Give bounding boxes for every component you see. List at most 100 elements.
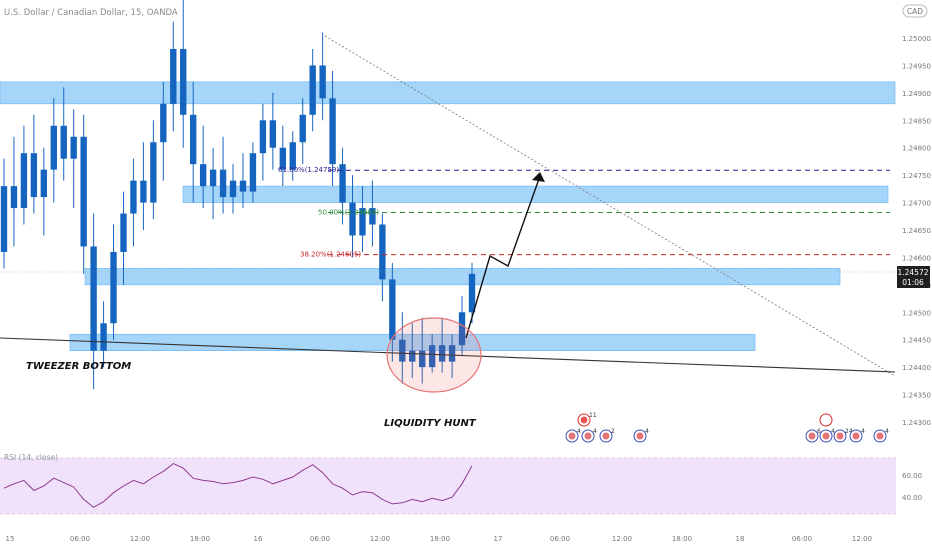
time-tick-14: 12:00 bbox=[852, 535, 872, 543]
rsi-axis: 60.00 40.00 bbox=[902, 472, 922, 502]
candles bbox=[0, 0, 476, 390]
time-tick-11: 18:00 bbox=[672, 535, 692, 543]
candle-body-35 bbox=[349, 202, 356, 236]
time-tick-5: 06:00 bbox=[310, 535, 330, 543]
event-count-4: 4 bbox=[645, 428, 649, 435]
price-tick-10: 1.24500 bbox=[902, 309, 931, 317]
candle-body-36 bbox=[359, 208, 366, 236]
time-axis[interactable]: 15 06:00 12:00 18:00 16 06:00 12:00 18:00 17 06:0… bbox=[6, 535, 873, 543]
arrow-head-icon bbox=[532, 172, 545, 182]
price-axis[interactable]: 1.25000 1.24950 1.24900 1.24850 1.24800 1.247… bbox=[902, 35, 931, 427]
last-price-value: 1.24572 bbox=[897, 268, 928, 277]
zone-1[interactable] bbox=[182, 185, 889, 203]
candle-body-16 bbox=[160, 103, 167, 143]
candle-body-0 bbox=[0, 186, 8, 252]
candle-body-41 bbox=[409, 350, 416, 362]
fib-label-0: 61.80%(1.24759) bbox=[278, 166, 339, 174]
candle-body-40 bbox=[399, 339, 406, 362]
time-tick-7: 18:00 bbox=[430, 535, 450, 543]
candle-body-8 bbox=[80, 136, 87, 247]
event-count-2: 4 bbox=[593, 428, 597, 435]
supply-demand-zones bbox=[0, 81, 896, 351]
liquidity-hunt-label: LIQUIDITY HUNT bbox=[384, 418, 477, 429]
event-count-8: 4 bbox=[861, 428, 865, 435]
price-tick-7: 1.24650 bbox=[902, 227, 931, 235]
candle-body-43 bbox=[428, 345, 436, 368]
candle-body-10 bbox=[100, 323, 107, 351]
event-count-0: 11 bbox=[589, 412, 597, 419]
rsi-title: RSI (14, close) bbox=[4, 453, 58, 462]
rsi-tick-0: 60.00 bbox=[902, 472, 922, 480]
time-tick-6: 12:00 bbox=[370, 535, 390, 543]
price-tick-0: 1.25000 bbox=[902, 35, 931, 43]
candle-body-46 bbox=[458, 312, 466, 346]
candle-body-5 bbox=[50, 125, 57, 170]
time-tick-4: 16 bbox=[254, 535, 263, 543]
time-tick-9: 06:00 bbox=[550, 535, 570, 543]
candle-body-32 bbox=[319, 65, 326, 99]
candle-body-14 bbox=[140, 180, 147, 203]
time-tick-3: 18:00 bbox=[190, 535, 210, 543]
price-tick-13: 1.24350 bbox=[902, 392, 931, 400]
event-count-6: 6 bbox=[817, 428, 821, 435]
descending-trendline[interactable] bbox=[324, 35, 896, 377]
projection-arrow[interactable] bbox=[465, 175, 541, 339]
rsi-pane[interactable]: RSI (14, close) 60.00 40.00 bbox=[0, 453, 922, 515]
candle-body-13 bbox=[130, 180, 137, 214]
candle-body-34 bbox=[339, 164, 346, 203]
price-tick-1: 1.24950 bbox=[902, 62, 931, 70]
candle-body-44 bbox=[438, 345, 446, 362]
tweezer-bottom-label: TWEEZER BOTTOM bbox=[26, 361, 131, 372]
candle-body-45 bbox=[448, 345, 456, 362]
candle-body-47 bbox=[468, 273, 476, 313]
candle-body-37 bbox=[369, 208, 376, 225]
candle-body-15 bbox=[150, 142, 157, 203]
candle-body-27 bbox=[269, 120, 277, 148]
event-count-7: 24 bbox=[845, 428, 853, 435]
candle-body-17 bbox=[170, 48, 177, 104]
svg-text:CAD: CAD bbox=[907, 7, 923, 16]
candle-body-6 bbox=[60, 125, 67, 159]
fib-levels: 61.80%(1.24759) 50.00%(1.24682) 38.20%(1.2… bbox=[278, 166, 890, 259]
fib-label-1: 50.00%(1.24682) bbox=[318, 208, 379, 216]
support-trendline[interactable] bbox=[0, 337, 896, 373]
candle-body-30 bbox=[299, 114, 306, 143]
time-tick-12: 18 bbox=[736, 535, 745, 543]
candle-body-23 bbox=[229, 180, 237, 198]
candle-body-25 bbox=[249, 153, 257, 192]
time-tick-2: 12:00 bbox=[130, 535, 150, 543]
price-tick-12: 1.24400 bbox=[902, 364, 931, 372]
candle-body-28 bbox=[279, 147, 286, 170]
price-tick-6: 1.24700 bbox=[902, 200, 931, 208]
event-flag-icon-ca[interactable] bbox=[819, 413, 833, 427]
candle-body-12 bbox=[120, 213, 127, 252]
price-tick-11: 1.24450 bbox=[902, 337, 931, 345]
price-tick-3: 1.24850 bbox=[902, 117, 931, 125]
candle-body-9 bbox=[90, 246, 97, 351]
candle-body-4 bbox=[40, 169, 48, 198]
candle-body-31 bbox=[309, 65, 316, 115]
last-price-tag: 1.24572 01:06 bbox=[897, 266, 930, 288]
candle-body-19 bbox=[190, 114, 197, 165]
candle-body-39 bbox=[389, 279, 396, 340]
economic-event-markers[interactable]: 114 4 2 4 46 24 4 4 bbox=[565, 412, 889, 443]
fib-label-2: 38.20%(1.24605) bbox=[300, 251, 361, 259]
price-tick-14: 1.24300 bbox=[902, 419, 931, 427]
time-tick-8: 17 bbox=[494, 535, 503, 543]
currency-badge[interactable]: CAD bbox=[902, 4, 928, 18]
candle-body-21 bbox=[209, 169, 217, 187]
candle-body-1 bbox=[10, 186, 18, 209]
liquidity-hunt-circle[interactable] bbox=[386, 317, 482, 393]
time-tick-13: 06:00 bbox=[792, 535, 812, 543]
candle-body-18 bbox=[180, 48, 187, 115]
candle-body-2 bbox=[20, 153, 28, 209]
bar-countdown: 01:06 bbox=[902, 278, 924, 287]
zone-2[interactable] bbox=[84, 268, 841, 286]
time-tick-1: 06:00 bbox=[70, 535, 90, 543]
candle-body-24 bbox=[239, 180, 247, 192]
zone-0[interactable] bbox=[0, 81, 896, 105]
event-count-9: 4 bbox=[885, 428, 889, 435]
time-tick-0: 15 bbox=[6, 535, 15, 543]
candle-body-7 bbox=[70, 136, 77, 159]
